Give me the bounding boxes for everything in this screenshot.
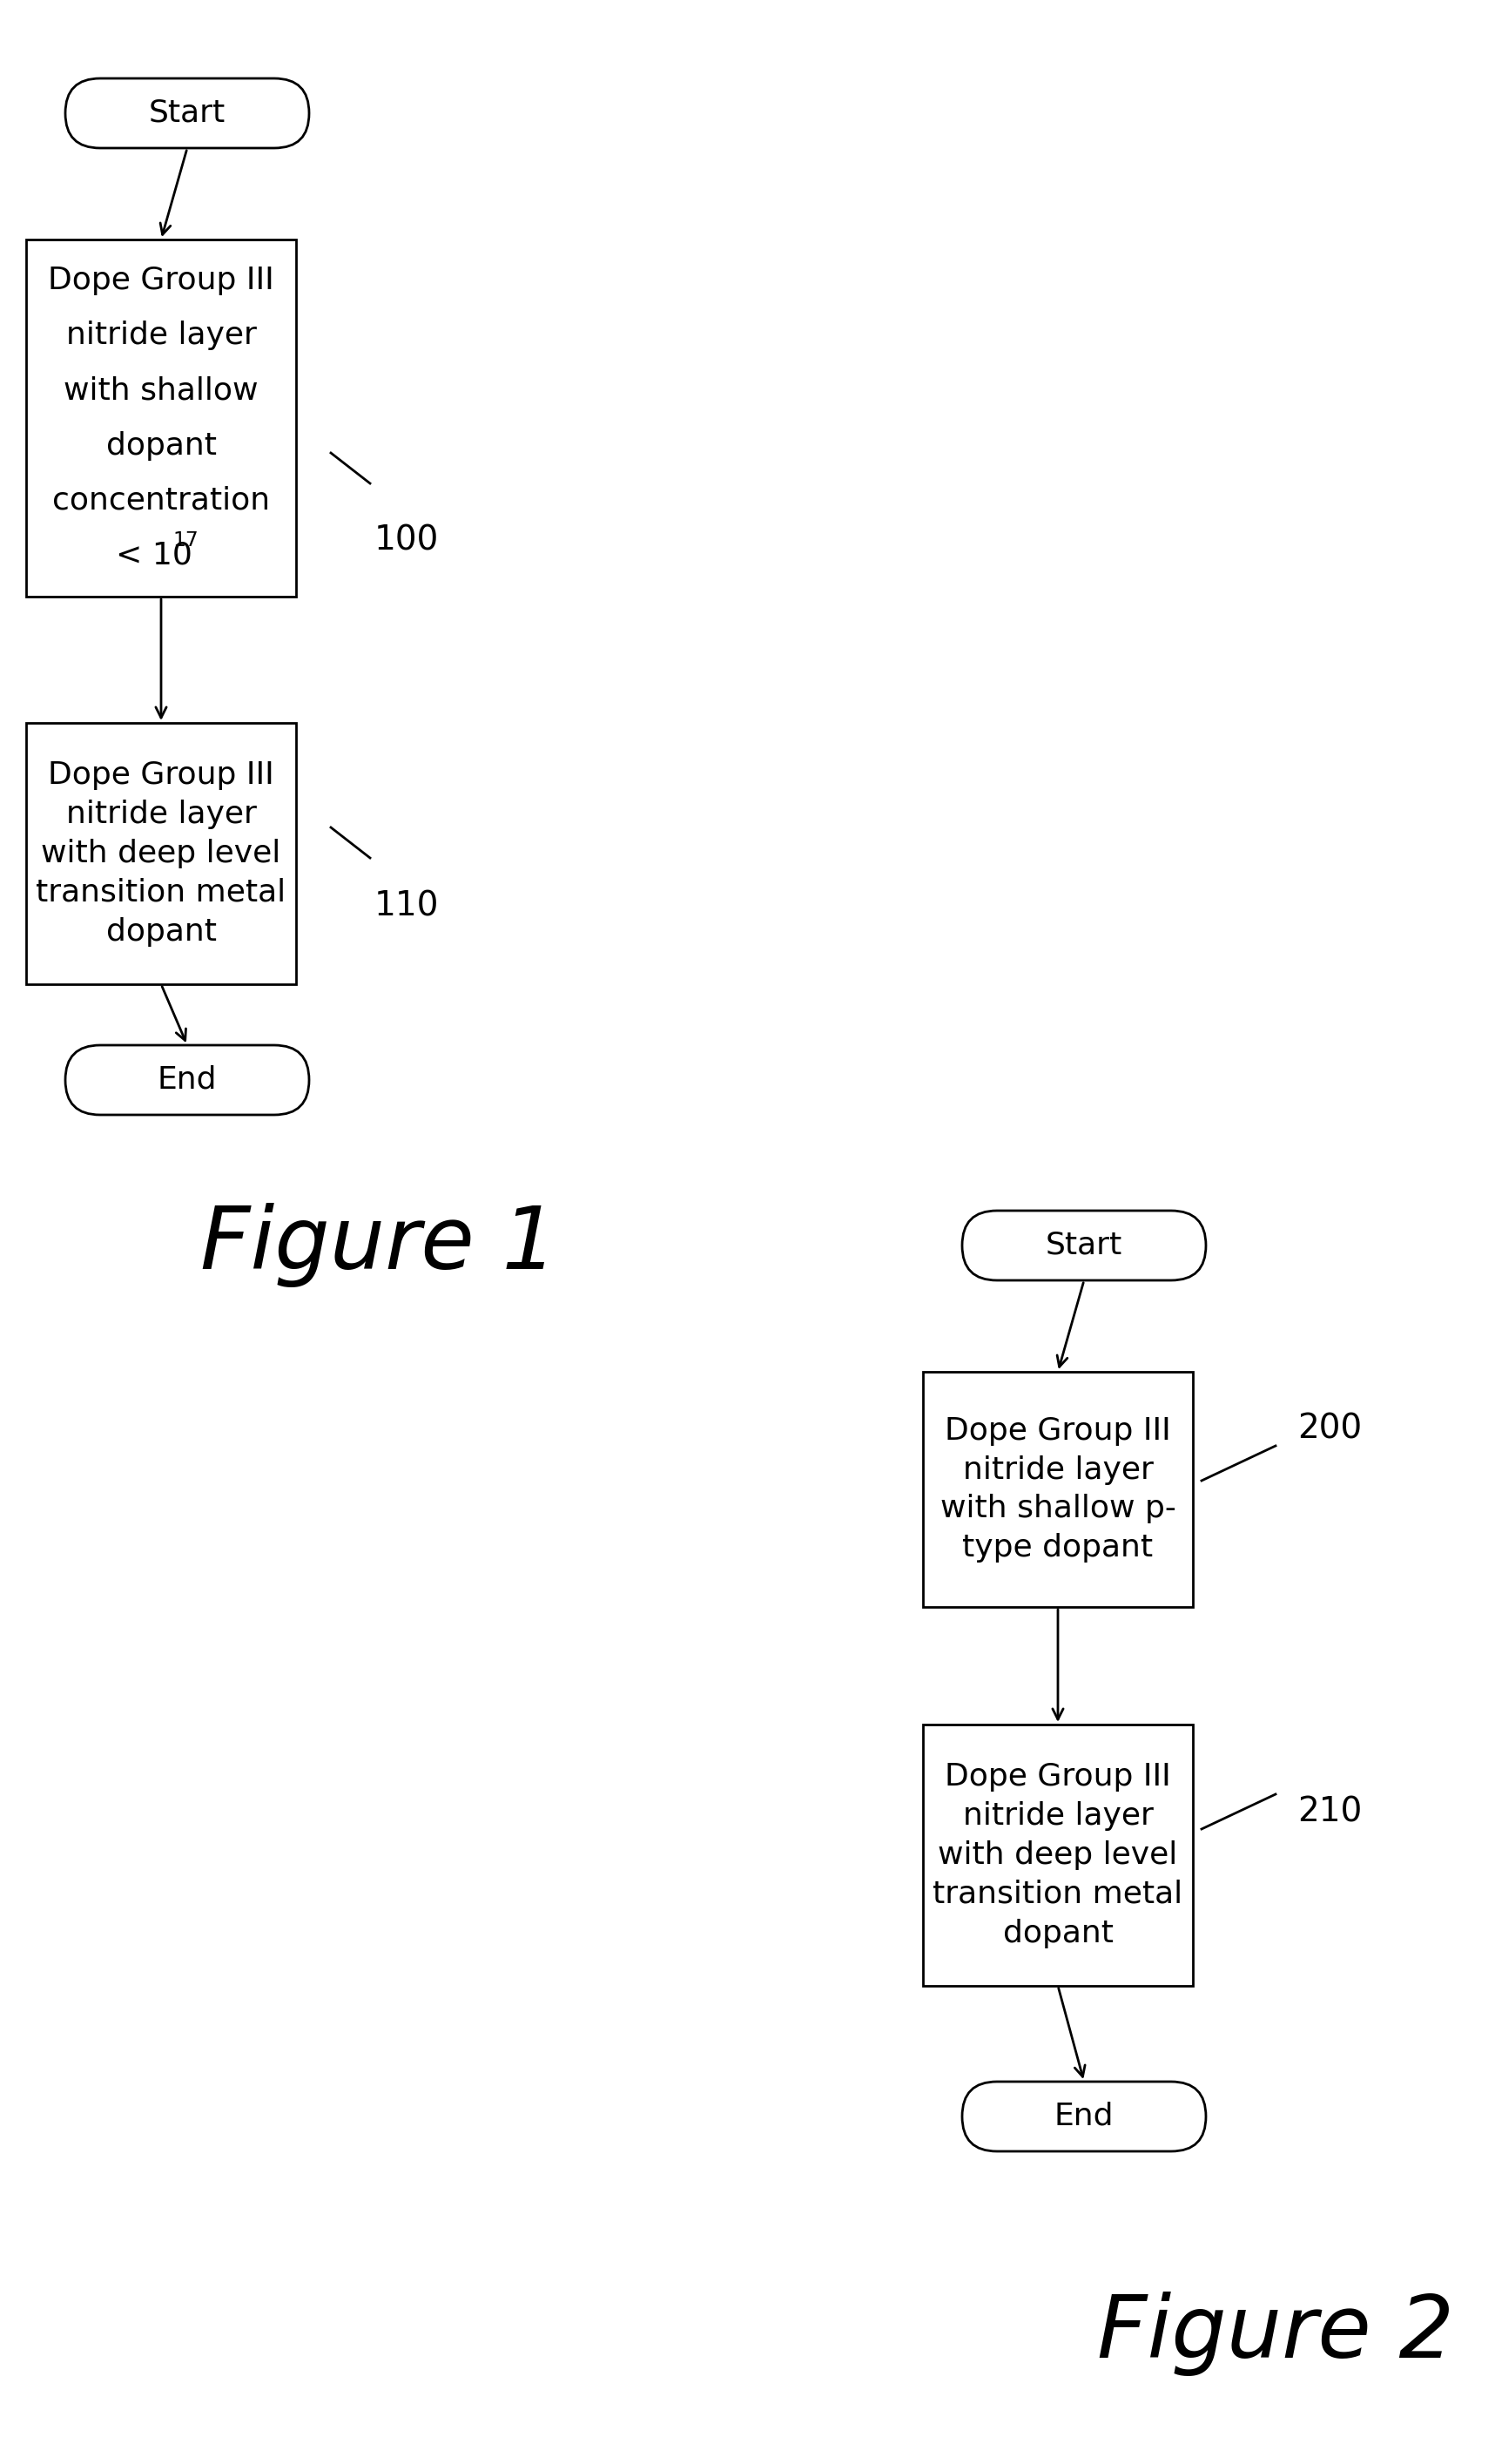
Bar [922, 1372, 1193, 1607]
FancyBboxPatch shape [66, 1045, 309, 1114]
Text: 110: 110 [374, 890, 440, 922]
Text: 200: 200 [1298, 1412, 1362, 1444]
Text: Dope Group III
nitride layer
with shallow p-
type dopant: Dope Group III nitride layer with shallo… [940, 1417, 1177, 1562]
FancyBboxPatch shape [963, 1210, 1206, 1281]
Text: End: End [1054, 2102, 1114, 2131]
Text: Start: Start [150, 99, 226, 128]
Bar [25, 239, 296, 596]
Text: Dope Group III
nitride layer
with deep level
transition metal
dopant: Dope Group III nitride layer with deep l… [933, 1762, 1183, 1949]
Text: Figure 2: Figure 2 [1097, 2292, 1455, 2375]
Text: Start: Start [1045, 1230, 1123, 1259]
Text: 17: 17 [172, 530, 199, 549]
Text: Dope Group III
nitride layer
with deep level
transition metal
dopant: Dope Group III nitride layer with deep l… [36, 761, 286, 946]
Bar [922, 1725, 1193, 1986]
Text: 100: 100 [374, 522, 440, 557]
Bar [25, 722, 296, 983]
Text: 210: 210 [1298, 1796, 1362, 1828]
Text: concentration: concentration [52, 485, 271, 515]
Text: End: End [157, 1064, 217, 1094]
Text: Dope Group III: Dope Group III [48, 266, 274, 296]
Text: < 10: < 10 [115, 540, 193, 569]
Text: with shallow: with shallow [64, 377, 259, 407]
Text: nitride layer: nitride layer [66, 320, 256, 350]
Text: dopant: dopant [106, 431, 217, 461]
Text: Figure 1: Figure 1 [200, 1202, 558, 1289]
FancyBboxPatch shape [963, 2082, 1206, 2151]
FancyBboxPatch shape [66, 79, 309, 148]
